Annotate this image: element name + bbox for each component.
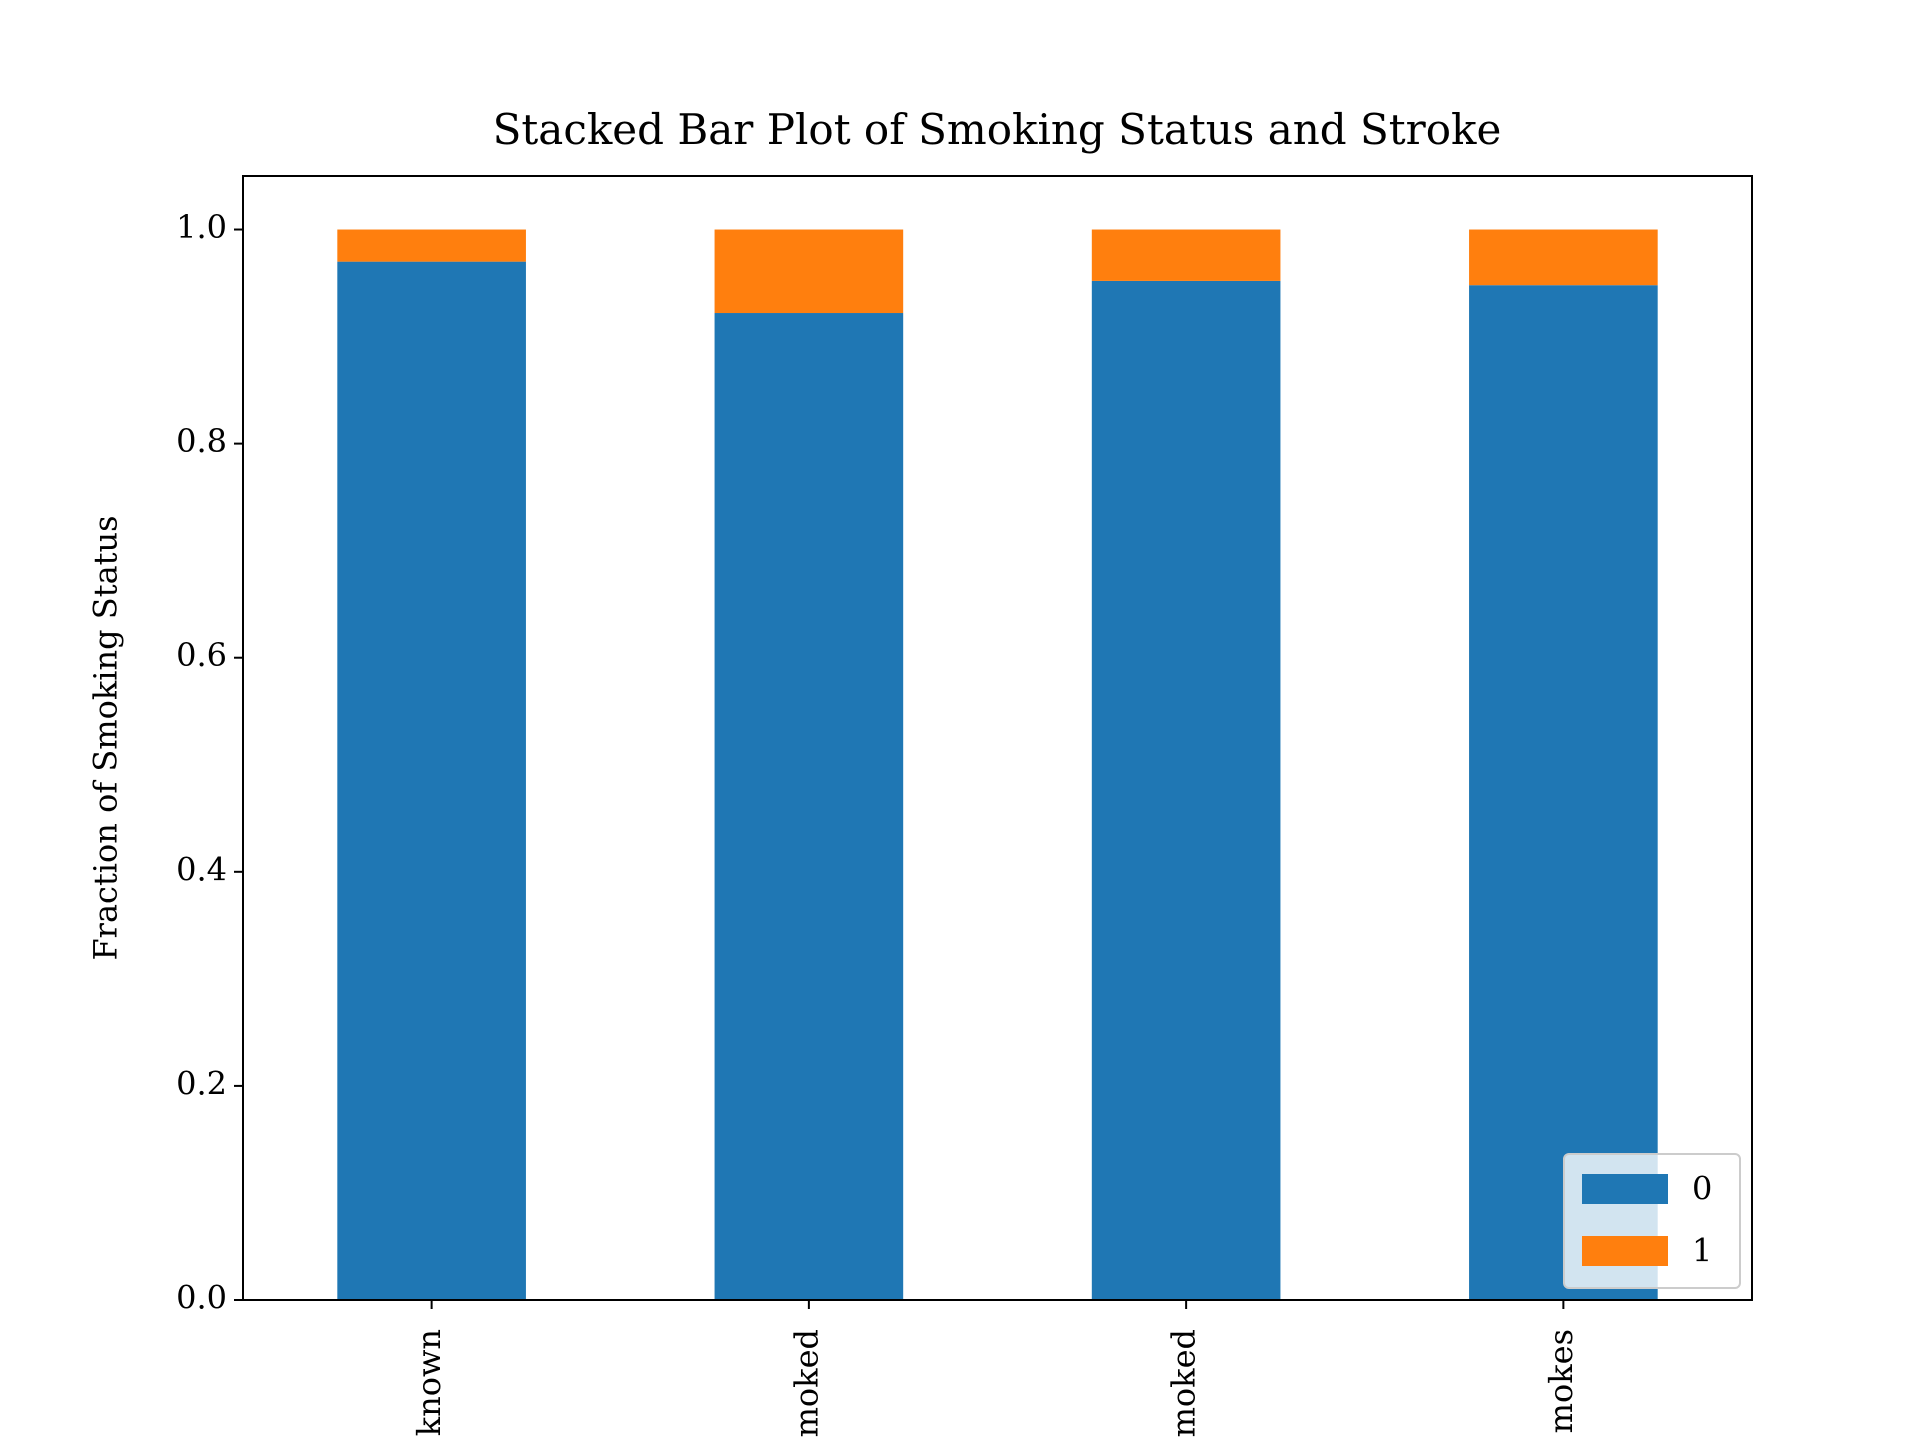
- chart-title: Stacked Bar Plot of Smoking Status and S…: [493, 105, 1502, 154]
- y-tick-label: 1.0: [176, 208, 227, 246]
- bar-segment: [714, 313, 904, 1300]
- y-tick-label: 0.2: [176, 1064, 227, 1102]
- legend-label: 0: [1692, 1170, 1712, 1208]
- y-tick-label: 0.4: [176, 850, 227, 888]
- bar-segment: [337, 261, 526, 1301]
- axes-frame: [242, 175, 1753, 1301]
- y-axis-label: Fraction of Smoking Status: [87, 515, 125, 960]
- x-tick-label: mokes: [1542, 1329, 1580, 1433]
- y-tick-label: 0.6: [176, 636, 227, 674]
- y-tick-label: 0.8: [176, 422, 227, 460]
- bar-segment: [1469, 229, 1658, 286]
- legend-swatch: [1582, 1236, 1668, 1266]
- bar-segment: [1091, 280, 1281, 1300]
- y-tick-label: 0.0: [176, 1279, 227, 1317]
- bar-segment: [1091, 229, 1281, 281]
- x-tick-label: moked: [1165, 1329, 1203, 1437]
- bar-segment: [714, 229, 904, 314]
- x-tick-label: moked: [787, 1329, 825, 1437]
- legend: 01: [1563, 1153, 1741, 1289]
- bar-segment: [1469, 285, 1658, 1300]
- bar-segment: [337, 229, 526, 262]
- x-tick-label: known: [410, 1329, 448, 1436]
- legend-swatch: [1582, 1174, 1668, 1204]
- legend-label: 1: [1692, 1232, 1712, 1270]
